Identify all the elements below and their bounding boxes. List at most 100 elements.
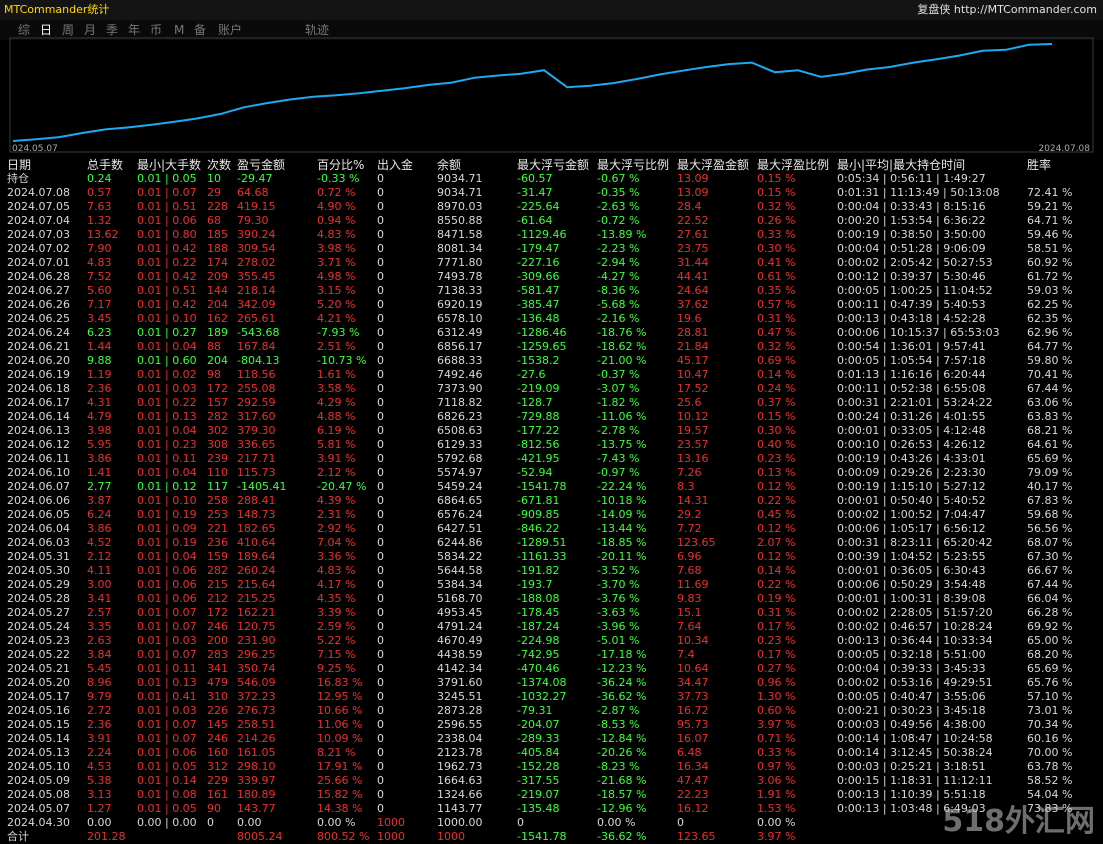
cell: 0 [377, 368, 384, 381]
cell: 7.17 [87, 298, 112, 311]
cell: -846.22 [517, 522, 560, 535]
cell: 16.12 [677, 802, 709, 815]
cell: 10.47 [677, 368, 709, 381]
cell: 2024.05.16 [7, 704, 70, 717]
cell: -36.24 % [597, 676, 647, 689]
cell: 65.69 % [1027, 662, 1073, 675]
cell: 2024.07.01 [7, 256, 70, 269]
cell: 0.01 | 0.06 [137, 578, 197, 591]
cell: -21.00 % [597, 354, 647, 367]
cell: 0.01 | 0.42 [137, 270, 197, 283]
cell: 2024.06.11 [7, 452, 70, 465]
cell: 58.51 % [1027, 242, 1073, 255]
cell: 10 [207, 172, 221, 185]
cell: -79.31 [517, 704, 553, 717]
tab[interactable]: 账户 [218, 23, 243, 37]
cell: 2024.05.17 [7, 690, 70, 703]
cell: 3.86 [87, 452, 112, 465]
cell: 0:00:21 | 0:30:23 | 3:45:18 [837, 704, 986, 717]
cell: 0.61 % [757, 270, 796, 283]
column-header: 百分比% [317, 158, 365, 172]
cell: 226 [207, 704, 228, 717]
cell: -17.18 % [597, 648, 647, 661]
cell: 58.52 % [1027, 774, 1073, 787]
cell: 0:00:04 | 0:33:43 | 8:15:16 [837, 200, 986, 213]
cell: 5574.97 [437, 466, 483, 479]
cell: 0:00:10 | 0:26:53 | 4:26:12 [837, 438, 986, 451]
cell: 2338.04 [437, 732, 483, 745]
cell: 2024.05.15 [7, 718, 70, 731]
cell: -5.68 % [597, 298, 640, 311]
cell: 0.31 % [757, 606, 796, 619]
tab[interactable]: 综 [18, 23, 31, 37]
cell: 0.01 | 0.03 [137, 634, 197, 647]
cell: 28.4 [677, 200, 702, 213]
tab[interactable]: 备 [194, 23, 207, 37]
cell: 22.23 [677, 788, 709, 801]
cell: 7.90 [87, 242, 112, 255]
cell: 66.67 % [1027, 564, 1073, 577]
cell: 0:01:31 | 11:13:49 | 50:13:08 [837, 186, 1000, 199]
cell: 0.01 | 0.02 [137, 368, 197, 381]
cell: 68 [207, 214, 221, 227]
cell: 9034.71 [437, 186, 483, 199]
cell: 1000 [377, 830, 405, 843]
site-link[interactable]: 复盘侠 http://MTCommander.com [917, 3, 1097, 16]
cell: 59.03 % [1027, 284, 1073, 297]
cell: 0.01 | 0.03 [137, 382, 197, 395]
cell: -4.27 % [597, 270, 640, 283]
cell: 5168.70 [437, 592, 483, 605]
cell: 0.01 | 0.12 [137, 480, 197, 493]
cell: 1962.73 [437, 760, 483, 773]
cell: 6129.33 [437, 438, 483, 451]
cell: 2024.06.19 [7, 368, 70, 381]
cell: 162 [207, 312, 228, 325]
cell: 2024.06.27 [7, 284, 70, 297]
cell: 1324.66 [437, 788, 483, 801]
cell: 0.13 % [757, 466, 796, 479]
cell: 148.73 [237, 508, 276, 521]
cell: 2024.06.05 [7, 508, 70, 521]
cell: 5384.34 [437, 578, 483, 591]
cell: 0.00 % [317, 816, 356, 829]
cell: 0 [377, 732, 384, 745]
tab[interactable]: 季 [106, 23, 119, 37]
tab[interactable]: 日 [40, 23, 53, 37]
cell: 0 [377, 690, 384, 703]
cell: 70.34 % [1027, 718, 1073, 731]
cell: 37.73 [677, 690, 709, 703]
tab[interactable]: 月 [84, 23, 97, 37]
cell: 10.12 [677, 410, 709, 423]
cell: 0:00:14 | 1:08:47 | 10:24:58 [837, 732, 993, 745]
cell: 2024.06.24 [7, 326, 70, 339]
cell: 182.65 [237, 522, 276, 535]
cell: 0.22 % [757, 494, 796, 507]
cell: 54.04 % [1027, 788, 1073, 801]
cell: -3.52 % [597, 564, 640, 577]
cell: 2024.04.30 [7, 816, 70, 829]
tab[interactable]: 周 [62, 23, 75, 37]
cell: 0:00:01 | 0:50:40 | 5:40:52 [837, 494, 986, 507]
tab[interactable]: 年 [128, 23, 141, 37]
cell: 21.84 [677, 340, 709, 353]
cell: 0.37 % [757, 396, 796, 409]
cell: 0 [377, 424, 384, 437]
cell: 4.11 [87, 564, 112, 577]
cell: 2.72 [87, 704, 112, 717]
cell: 2.12 [87, 550, 112, 563]
cell: 15.82 % [317, 788, 363, 801]
cell: -3.63 % [597, 606, 640, 619]
tab[interactable]: 币 [150, 23, 163, 37]
cell: 7492.46 [437, 368, 483, 381]
cell: 3.39 % [317, 606, 356, 619]
cell: 0 [377, 242, 384, 255]
cell: 2024.05.10 [7, 760, 70, 773]
cell: 0.01 | 0.04 [137, 466, 197, 479]
cell: -60.57 [517, 172, 553, 185]
cell: 0.33 % [757, 228, 796, 241]
tab[interactable]: 轨迹 [305, 23, 330, 37]
cell: 0:01:13 | 1:16:16 | 6:20:44 [837, 368, 986, 381]
cell: 5644.58 [437, 564, 483, 577]
cell: 0 [377, 718, 384, 731]
tab[interactable]: M [174, 23, 185, 37]
